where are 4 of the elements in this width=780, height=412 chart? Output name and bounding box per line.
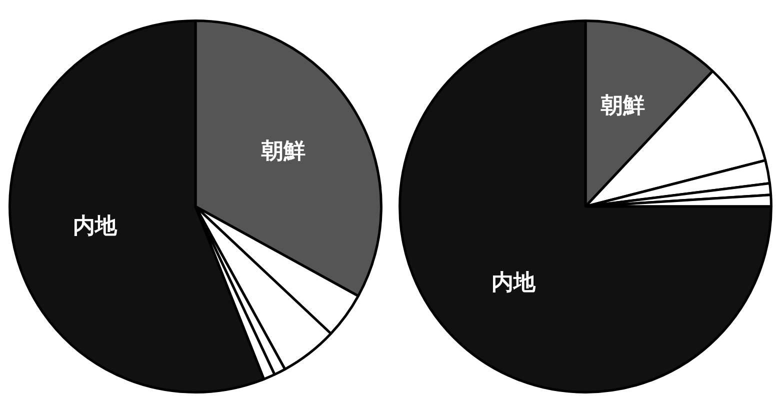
slice-label: 朝鮮: [260, 139, 306, 164]
slice-label: 内地: [73, 214, 118, 240]
slice-label: 内地: [491, 270, 536, 296]
slice-label: 朝鮮: [600, 94, 646, 119]
